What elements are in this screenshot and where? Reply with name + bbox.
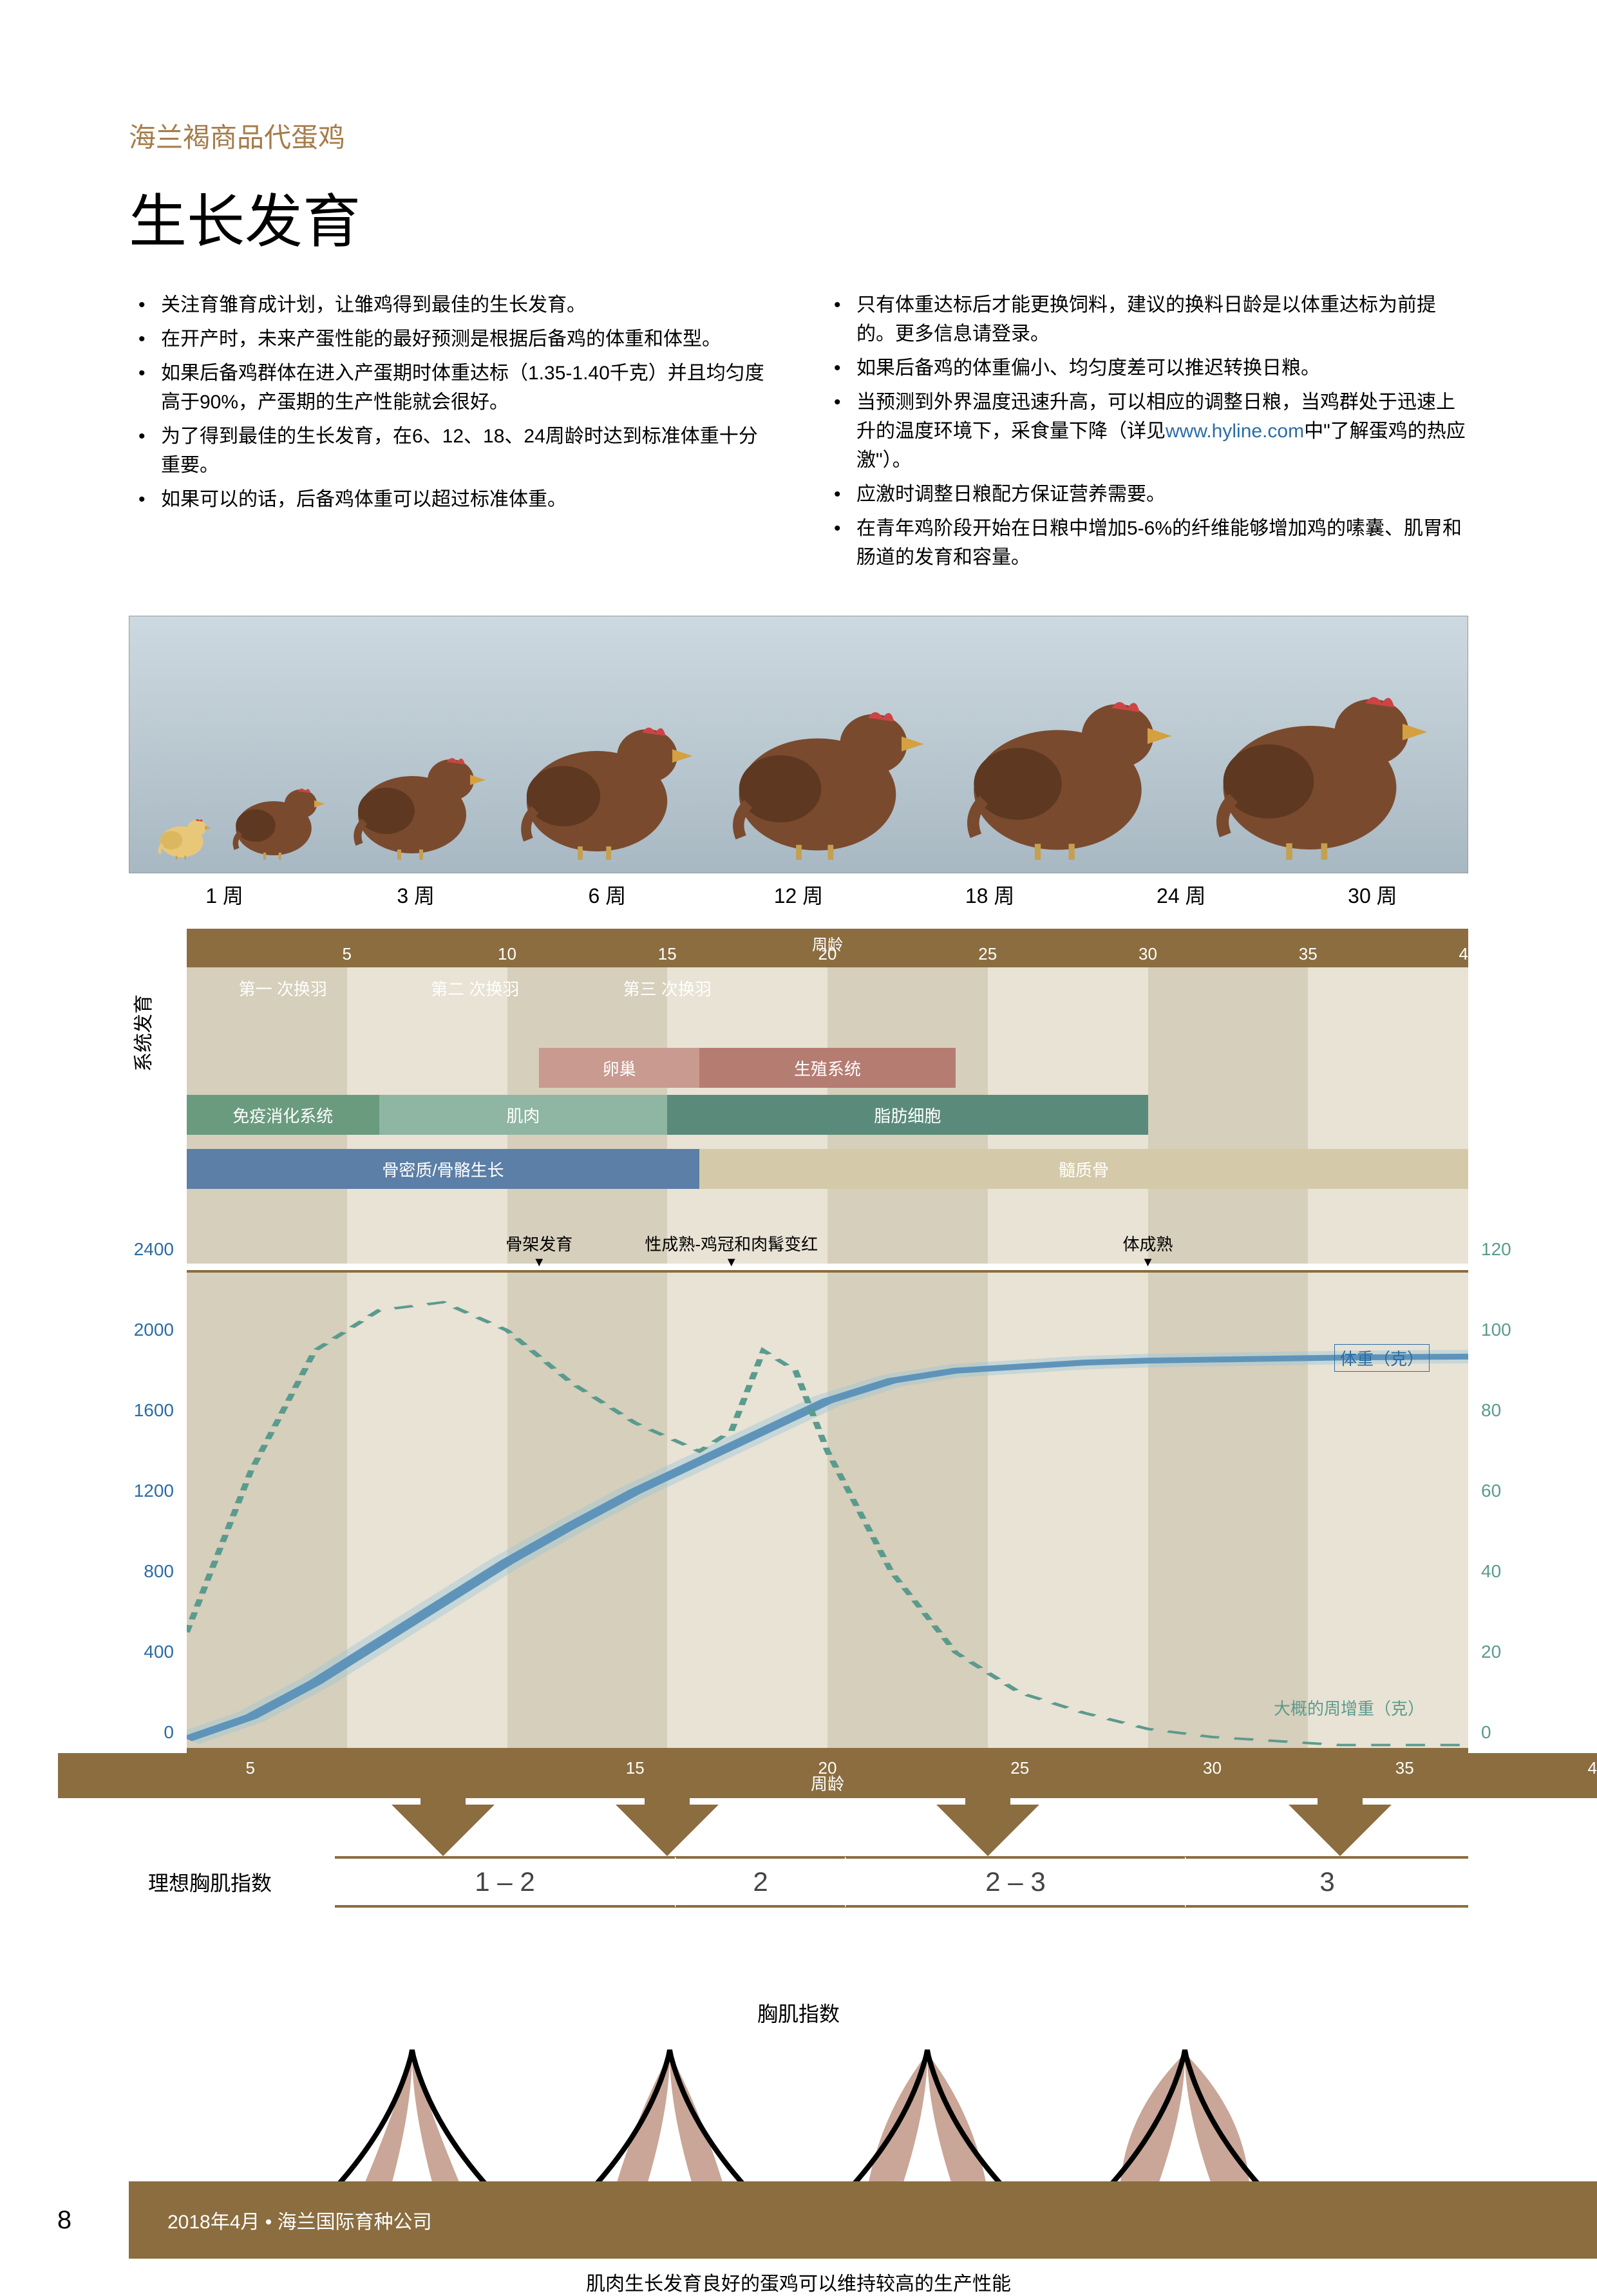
page-number: 8 bbox=[0, 2181, 129, 2259]
footer: 8 2018年4月 • 海兰国际育种公司 bbox=[0, 2181, 1597, 2259]
chicken-2 bbox=[224, 770, 332, 863]
bullet-item: 如果后备鸡群体在进入产蛋期时体重达标（1.35-1.40千克）并且均匀度高于90… bbox=[129, 359, 773, 417]
product-name: 海兰褐商品代蛋鸡 bbox=[129, 116, 1468, 155]
growth-line-chart: 04008001200160020002400020406080100120 体… bbox=[187, 1270, 1468, 1753]
score-cell: 3 bbox=[1185, 1856, 1468, 1908]
bullet-item: 关注育雏育成计划，让雏鸡得到最佳的生长发育。 bbox=[129, 290, 773, 319]
week-label: 1 周 bbox=[129, 880, 320, 909]
score-cells: 1 – 222 – 33 bbox=[335, 1856, 1468, 1908]
week-label: 18 周 bbox=[894, 880, 1086, 909]
week-label: 3 周 bbox=[320, 880, 511, 909]
bullet-item: 只有体重达标后才能更换饲料，建议的换料日龄是以体重达标为前提的。更多信息请登录。 bbox=[824, 290, 1468, 348]
down-arrow-icon bbox=[609, 1753, 725, 1856]
week-labels: 1 周3 周6 周12 周18 周24 周30 周 bbox=[129, 880, 1468, 909]
down-arrow-icon bbox=[385, 1753, 501, 1856]
score-cell: 2 – 3 bbox=[845, 1856, 1185, 1908]
bullet-item: 在开产时，未来产蛋性能的最好预测是根据后备鸡的体重和体型。 bbox=[129, 325, 773, 354]
bullet-item: 当预测到外界温度迅速升高，可以相应的调整日粮，当鸡群处于迅速上升的温度环境下，采… bbox=[824, 388, 1468, 475]
week-label: 12 周 bbox=[703, 880, 894, 909]
weight-legend: 体重（克） bbox=[1334, 1344, 1430, 1372]
bullet-item: 如果可以的话，后备鸡体重可以超过标准体重。 bbox=[129, 485, 773, 514]
main-title: 生长发育 bbox=[129, 175, 1468, 258]
bullet-item: 如果后备鸡的体重偏小、均匀度差可以推迟转换日粮。 bbox=[824, 354, 1468, 383]
breast-caption: 肌肉生长发育良好的蛋鸡可以维持较高的生产性能 bbox=[129, 2268, 1468, 2296]
chicken-1 bbox=[153, 808, 215, 863]
chicken-7 bbox=[1196, 654, 1444, 863]
down-arrow-icon bbox=[1282, 1753, 1398, 1856]
score-cell: 1 – 2 bbox=[335, 1856, 675, 1908]
score-bar: 理想胸肌指数 1 – 222 – 33 bbox=[129, 1856, 1468, 1908]
bullets-left: 关注育雏育成计划，让雏鸡得到最佳的生长发育。在开产时，未来产蛋性能的最好预测是根… bbox=[129, 290, 773, 577]
chicken-6 bbox=[948, 660, 1187, 863]
arrows-row bbox=[187, 1753, 1468, 1856]
chicken-4 bbox=[505, 692, 706, 863]
score-cell: 2 bbox=[675, 1856, 845, 1908]
bullet-item: 在青年鸡阶段开始在日粮中增加5-6%的纤维能够增加鸡的嗉囊、肌胃和肠道的发育和容… bbox=[824, 514, 1468, 572]
dev-y-label: 系统发育 bbox=[128, 994, 156, 1072]
hyline-link[interactable]: www.hyline.com bbox=[1166, 421, 1304, 442]
growth-strip bbox=[129, 616, 1468, 873]
footer-text: 2018年4月 • 海兰国际育种公司 bbox=[129, 2181, 1597, 2259]
week-label: 30 周 bbox=[1277, 880, 1468, 909]
week-label: 6 周 bbox=[511, 880, 703, 909]
bullets-right: 只有体重达标后才能更换饲料，建议的换料日龄是以体重达标为前提的。更多信息请登录。… bbox=[824, 290, 1468, 577]
bullet-item: 为了得到最佳的生长发育，在6、12、18、24周龄时达到标准体重十分重要。 bbox=[129, 422, 773, 480]
down-arrow-icon bbox=[930, 1753, 1046, 1856]
bullet-item: 应激时调整日粮配方保证营养需要。 bbox=[824, 480, 1468, 509]
chicken-5 bbox=[715, 673, 939, 863]
chicken-3 bbox=[341, 731, 496, 863]
bullets: 关注育雏育成计划，让雏鸡得到最佳的生长发育。在开产时，未来产蛋性能的最好预测是根… bbox=[129, 290, 1468, 577]
score-label: 理想胸肌指数 bbox=[129, 1856, 335, 1908]
development-chart: 系统发育 周龄510152025303540第一 次换羽第二 次换羽第三 次换羽… bbox=[187, 929, 1468, 1264]
week-label: 24 周 bbox=[1086, 880, 1277, 909]
breast-title: 胸肌指数 bbox=[129, 1998, 1468, 2027]
gain-legend: 大概的周增重（克） bbox=[1269, 1694, 1430, 1721]
